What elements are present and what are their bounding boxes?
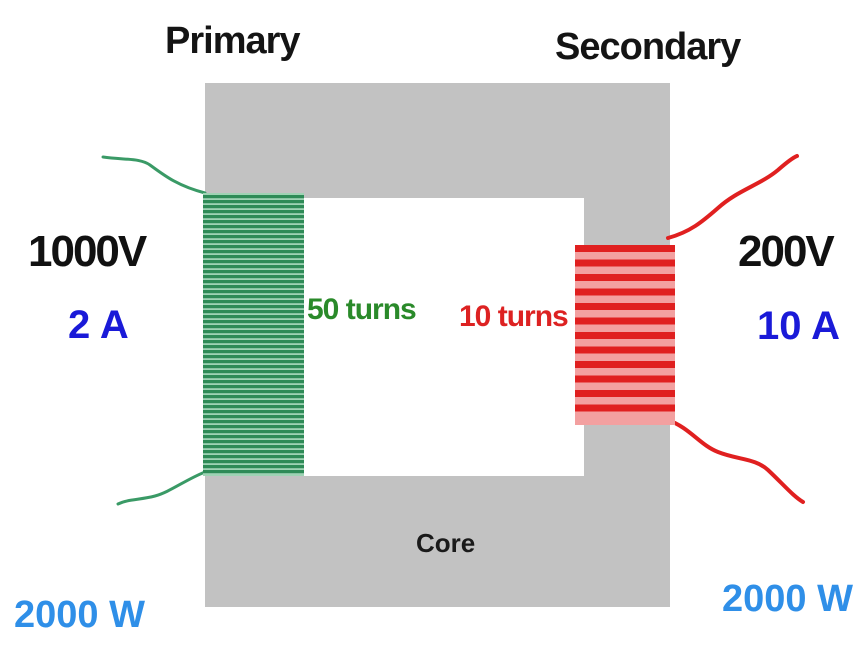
secondary-coil-turn [575, 404, 675, 412]
primary-lead-top [101, 155, 207, 195]
primary-coil-turn [203, 385, 304, 389]
primary-coil-turn [203, 260, 304, 264]
primary-coil-turn [203, 375, 304, 379]
primary-coil-turn [203, 285, 304, 289]
primary-coil-turn [203, 335, 304, 339]
primary-coil-turn [203, 315, 304, 319]
secondary-lead-top [666, 154, 799, 240]
primary-coil-turn [203, 330, 304, 334]
primary-coil-turn [203, 415, 304, 419]
primary-coil-turn [203, 195, 304, 199]
primary-leads [101, 155, 207, 506]
primary-coil-turn [203, 280, 304, 284]
primary-coil-turn [203, 275, 304, 279]
primary-coil-turn [203, 205, 304, 209]
primary-coil-turn [203, 325, 304, 329]
primary-voltage: 1000V [28, 227, 147, 276]
primary-coil-turn [203, 435, 304, 439]
primary-coil-turn [203, 210, 304, 214]
primary-turns-label: 50 turns [307, 293, 417, 326]
primary-coil-turn [203, 460, 304, 464]
primary-coil-turn [203, 420, 304, 424]
primary-coil-turn [203, 370, 304, 374]
primary-coil-turn [203, 295, 304, 299]
primary-coil-turn [203, 380, 304, 384]
secondary-winding-coil-icon [575, 245, 675, 425]
secondary-coil-turn [575, 259, 675, 267]
primary-coil-turn [203, 300, 304, 304]
primary-coil-turn [203, 410, 304, 414]
primary-coil-turn [203, 250, 304, 254]
primary-coil-turn [203, 320, 304, 324]
primary-coil-turn [203, 355, 304, 359]
primary-coil-turn [203, 270, 304, 274]
secondary-lead-bottom [666, 418, 805, 504]
primary-power: 2000 W [14, 594, 145, 636]
secondary-power: 2000 W [722, 578, 853, 620]
primary-coil-turn [203, 400, 304, 404]
secondary-coil-turn [575, 274, 675, 281]
primary-coil-turn [203, 230, 304, 234]
primary-coil-turn [203, 310, 304, 314]
primary-coil-turn [203, 340, 304, 344]
core-label: Core [416, 528, 476, 558]
primary-coil-turn [203, 350, 304, 354]
primary-coil-turn [203, 450, 304, 454]
primary-coil-turn [203, 345, 304, 349]
primary-coil-turn [203, 245, 304, 249]
secondary-current: 10 A [757, 304, 841, 348]
primary-current: 2 A [68, 303, 129, 347]
primary-coil-turn [203, 445, 304, 449]
secondary-coil-turn [575, 303, 675, 310]
primary-coil-turn [203, 225, 304, 229]
primary-coil-turn [203, 430, 304, 434]
primary-coil-turn [203, 465, 304, 469]
primary-coil-turn [203, 290, 304, 294]
secondary-coil-turn [575, 245, 675, 252]
secondary-coil-turn [575, 390, 675, 397]
secondary-voltage: 200V [738, 227, 835, 276]
secondary-leads [666, 154, 805, 504]
primary-lead-bottom [116, 470, 207, 506]
primary-coil-turn [203, 240, 304, 244]
primary-coil-turn [203, 360, 304, 364]
primary-coil-turn [203, 200, 304, 204]
secondary-title: Secondary [555, 26, 741, 68]
secondary-coil-turn [575, 317, 675, 325]
primary-coil-turn [203, 215, 304, 219]
primary-coil-turn [203, 425, 304, 429]
secondary-coil-turn [575, 375, 675, 383]
primary-coil-turn [203, 305, 304, 309]
secondary-coil-turn [575, 332, 675, 339]
primary-coil-turn [203, 405, 304, 409]
primary-coil-turn [203, 455, 304, 459]
secondary-coil-turn [575, 361, 675, 368]
primary-coil-turn [203, 220, 304, 224]
secondary-coil-turn [575, 346, 675, 354]
secondary-turns-label: 10 turns [459, 300, 569, 333]
primary-winding-coil-icon [203, 193, 304, 476]
secondary-coil-turn [575, 288, 675, 296]
primary-coil-turn [203, 440, 304, 444]
core-window [298, 198, 584, 476]
primary-coil-turn [203, 255, 304, 259]
primary-coil-turn [203, 235, 304, 239]
primary-coil-turn [203, 365, 304, 369]
primary-coil-turn [203, 390, 304, 394]
primary-title: Primary [165, 20, 301, 62]
primary-coil-turn [203, 395, 304, 399]
primary-coil-turn [203, 470, 304, 474]
primary-coil-turn [203, 265, 304, 269]
